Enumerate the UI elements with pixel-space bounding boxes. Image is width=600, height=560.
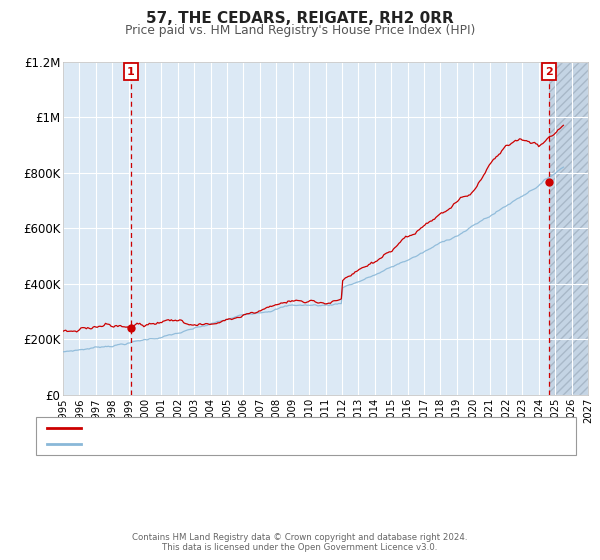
Text: 10-FEB-1999: 10-FEB-1999 xyxy=(75,466,151,479)
Text: Price paid vs. HM Land Registry's House Price Index (HPI): Price paid vs. HM Land Registry's House … xyxy=(125,24,475,36)
Text: 1: 1 xyxy=(43,468,50,478)
Text: £767,000: £767,000 xyxy=(222,494,278,507)
Text: 57, THE CEDARS, REIGATE, RH2 0RR (detached house): 57, THE CEDARS, REIGATE, RH2 0RR (detach… xyxy=(85,423,369,433)
Text: 15% ↑ HPI: 15% ↑ HPI xyxy=(330,466,392,479)
Text: This data is licensed under the Open Government Licence v3.0.: This data is licensed under the Open Gov… xyxy=(163,543,437,552)
Text: 16-AUG-2024: 16-AUG-2024 xyxy=(75,494,154,507)
Text: HPI: Average price, detached house, Reigate and Banstead: HPI: Average price, detached house, Reig… xyxy=(85,439,393,449)
Text: 2: 2 xyxy=(43,495,50,505)
Text: £239,950: £239,950 xyxy=(222,466,278,479)
Text: 1: 1 xyxy=(127,67,134,77)
Text: Contains HM Land Registry data © Crown copyright and database right 2024.: Contains HM Land Registry data © Crown c… xyxy=(132,533,468,542)
Bar xyxy=(549,62,588,395)
Text: 57, THE CEDARS, REIGATE, RH2 0RR: 57, THE CEDARS, REIGATE, RH2 0RR xyxy=(146,11,454,26)
Text: 2: 2 xyxy=(545,67,553,77)
Text: 13% ↓ HPI: 13% ↓ HPI xyxy=(330,494,392,507)
